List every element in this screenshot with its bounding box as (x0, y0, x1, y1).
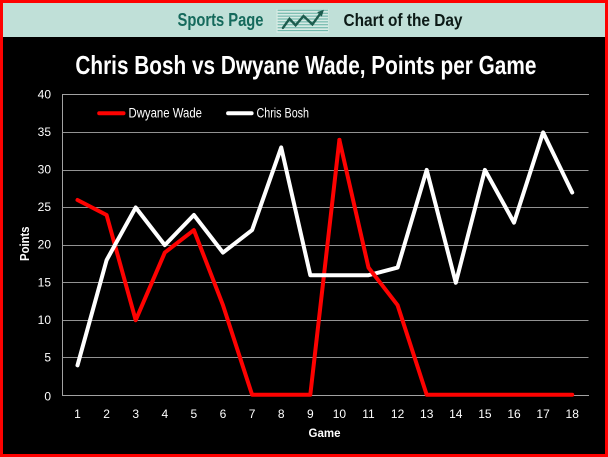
svg-text:25: 25 (38, 200, 52, 214)
svg-text:Chart of the Day: Chart of the Day (344, 10, 463, 30)
svg-text:11: 11 (362, 407, 375, 421)
svg-text:40: 40 (38, 87, 52, 101)
svg-text:10: 10 (38, 313, 52, 327)
svg-text:15: 15 (478, 407, 492, 421)
svg-text:14: 14 (449, 407, 463, 421)
svg-text:Points: Points (18, 226, 32, 261)
svg-text:13: 13 (420, 407, 434, 421)
svg-text:7: 7 (249, 407, 256, 421)
svg-text:Game: Game (309, 428, 341, 440)
svg-text:6: 6 (220, 407, 227, 421)
svg-text:Chris Bosh: Chris Bosh (257, 106, 310, 121)
svg-text:18: 18 (566, 407, 580, 421)
svg-text:4: 4 (161, 407, 168, 421)
svg-text:20: 20 (38, 238, 52, 252)
svg-text:3: 3 (132, 407, 139, 421)
svg-text:Chris Bosh vs Dwyane Wade, Poi: Chris Bosh vs Dwyane Wade, Points per Ga… (75, 50, 536, 80)
svg-text:35: 35 (38, 125, 52, 139)
svg-text:10: 10 (333, 407, 347, 421)
svg-text:0: 0 (44, 389, 51, 403)
svg-text:9: 9 (307, 407, 314, 421)
svg-text:8: 8 (278, 407, 285, 421)
svg-text:5: 5 (191, 407, 198, 421)
svg-text:15: 15 (38, 275, 52, 289)
svg-text:12: 12 (391, 407, 405, 421)
svg-text:Sports Page: Sports Page (178, 10, 264, 30)
svg-text:5: 5 (44, 350, 51, 364)
svg-text:16: 16 (507, 407, 521, 421)
svg-text:2: 2 (103, 407, 110, 421)
svg-text:1: 1 (74, 407, 81, 421)
svg-text:17: 17 (536, 407, 550, 421)
svg-text:30: 30 (38, 163, 52, 177)
svg-text:Dwyane Wade: Dwyane Wade (129, 106, 203, 121)
